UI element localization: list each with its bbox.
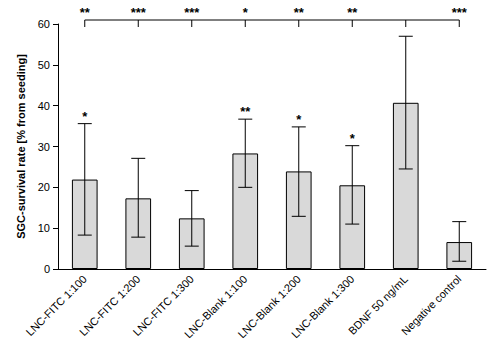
svg-text:**: ** (347, 5, 358, 20)
svg-text:LNC-Blank 1:200: LNC-Blank 1:200 (235, 272, 303, 341)
svg-text:LNC-Blank 1:100: LNC-Blank 1:100 (181, 272, 250, 341)
svg-text:60: 60 (38, 18, 50, 30)
svg-text:*: * (350, 131, 356, 146)
svg-text:20: 20 (38, 181, 50, 193)
svg-text:LNC-FITC 1:200: LNC-FITC 1:200 (77, 272, 143, 339)
svg-text:***: *** (452, 5, 468, 20)
svg-text:LNC-FITC 1:100: LNC-FITC 1:100 (23, 272, 89, 339)
svg-text:BDNF 50 ng/mL: BDNF 50 ng/mL (345, 272, 410, 337)
svg-text:**: ** (294, 5, 305, 20)
svg-text:*: * (296, 112, 302, 127)
svg-text:10: 10 (38, 222, 50, 234)
svg-text:Negative control: Negative control (399, 273, 464, 338)
svg-text:**: ** (240, 104, 251, 119)
svg-text:*: * (82, 109, 88, 124)
svg-text:SGC-survival rate [% from seed: SGC-survival rate [% from seeding] (15, 54, 27, 239)
svg-text:***: *** (184, 5, 200, 20)
svg-text:**: ** (80, 5, 91, 20)
svg-text:***: *** (131, 5, 147, 20)
svg-text:LNC-Blank 1:300: LNC-Blank 1:300 (288, 272, 357, 341)
svg-text:LNC-FITC 1:300: LNC-FITC 1:300 (130, 272, 196, 339)
svg-text:40: 40 (38, 100, 50, 112)
svg-text:0: 0 (44, 263, 50, 275)
svg-text:*: * (243, 5, 249, 20)
svg-text:50: 50 (38, 59, 50, 71)
svg-text:30: 30 (38, 141, 50, 153)
